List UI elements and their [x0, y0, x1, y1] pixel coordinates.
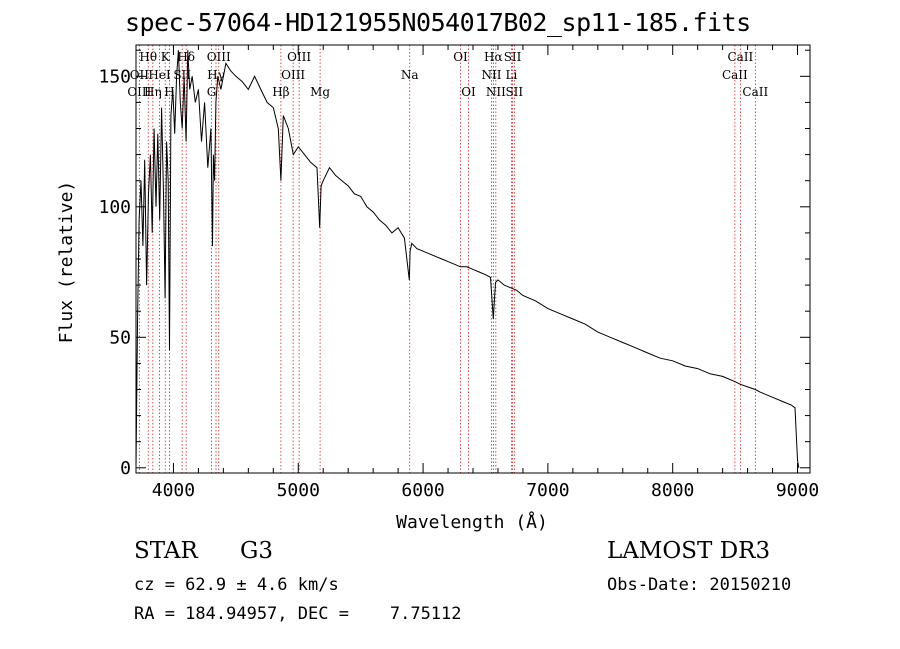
x-tick-label: 7000 — [526, 480, 569, 501]
y-tick-label: 50 — [109, 327, 131, 348]
line-id-label: Hγ — [207, 68, 225, 82]
line-id-label: SII — [505, 85, 523, 99]
line-id-label: OI — [453, 50, 468, 64]
line-id-label: Hη — [144, 85, 162, 99]
x-tick-label: 4000 — [152, 480, 195, 501]
line-marker-group — [138, 45, 756, 473]
line-id-label: HeI — [148, 68, 171, 82]
observation-date: Obs-Date: 20150210 — [607, 575, 792, 595]
line-id-label: Na — [401, 68, 419, 82]
line-id-label: NII — [486, 85, 506, 99]
survey-name: LAMOST DR3 — [607, 538, 771, 564]
line-id-label: K — [161, 50, 171, 64]
plot-frame — [135, 44, 811, 474]
line-id-label: Li — [506, 68, 518, 82]
redshift-readout: cz = 62.9 ± 4.6 km/s — [134, 575, 339, 595]
y-tick-label: 150 — [98, 66, 131, 87]
coordinates-readout: RA = 184.94957, DEC = 7.75112 — [134, 604, 462, 624]
line-id-label: OI — [461, 85, 476, 99]
object-type: STAR — [134, 538, 198, 564]
spectral-subclass: G3 — [240, 538, 274, 564]
x-axis-label: Wavelength (Å) — [396, 511, 548, 533]
line-id-label: Hα — [484, 50, 503, 64]
x-tick-label: 9000 — [776, 480, 819, 501]
spectrum-line — [135, 50, 800, 468]
line-id-label: OII — [130, 68, 150, 82]
line-id-label: Mg — [310, 85, 330, 99]
line-id-label: OIII — [287, 50, 311, 64]
line-id-label: OIII — [127, 85, 151, 99]
line-id-label: CaII — [727, 50, 753, 64]
line-id-label: CaII — [722, 68, 748, 82]
line-id-label: H — [164, 85, 174, 99]
x-tick-label: 6000 — [401, 480, 444, 501]
y-tick-label: 100 — [98, 197, 131, 218]
axis-ticks: 4000 5000 6000 7000 8000 9000 0 50 100 150 — [98, 45, 819, 501]
line-id-label: CaII — [742, 85, 768, 99]
line-id-label: Hθ — [139, 50, 157, 64]
line-id-label: OIII — [207, 50, 231, 64]
x-tick-label: 5000 — [277, 480, 320, 501]
line-id-label: Hδ — [177, 50, 195, 64]
y-axis-label: Flux (relative) — [56, 181, 77, 344]
x-tick-label: 8000 — [651, 480, 694, 501]
line-id-label: NII — [481, 68, 501, 82]
line-id-label: Hβ — [272, 85, 289, 99]
line-id-label: SII — [504, 50, 522, 64]
y-tick-label: 0 — [120, 458, 131, 479]
line-id-label: OIII — [281, 68, 305, 82]
line-id-label: G — [207, 85, 217, 99]
chart-title: spec-57064-HD121955N054017B02_sp11-185.f… — [125, 8, 751, 37]
